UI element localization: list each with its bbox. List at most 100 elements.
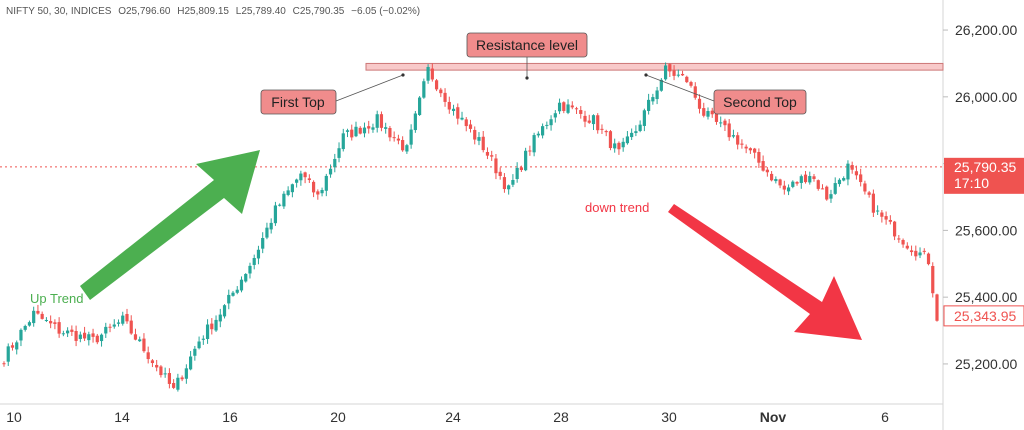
down-trend-arrow — [668, 204, 862, 340]
candle-down — [909, 250, 914, 253]
candle-up — [176, 377, 180, 390]
candle-down — [897, 238, 901, 240]
candle-down — [468, 124, 473, 129]
candle-down — [490, 155, 494, 157]
candle-up — [409, 129, 413, 145]
second-top-label-box[interactable] — [713, 89, 807, 115]
candle-down — [765, 169, 769, 173]
candle-up — [566, 104, 570, 113]
candle-down — [167, 373, 171, 384]
candle-down — [736, 135, 740, 145]
candle-up — [460, 117, 464, 120]
candle-up — [719, 122, 723, 124]
candle-up — [112, 324, 116, 327]
candle-down — [761, 161, 765, 171]
candle-up — [99, 334, 104, 342]
candle-down — [519, 167, 523, 171]
candle-up — [829, 194, 833, 199]
candle-down — [74, 331, 78, 341]
candle-up — [422, 81, 426, 98]
candle-up — [876, 210, 880, 212]
candle-down — [172, 383, 176, 388]
candles-group — [2, 62, 939, 392]
candle-up — [27, 322, 32, 326]
candle-up — [278, 204, 282, 206]
time-tick-label: 24 — [445, 409, 461, 425]
resistance-band — [365, 62, 944, 71]
last-price-tag — [943, 305, 1024, 327]
candle-up — [642, 110, 646, 126]
candle-up — [341, 133, 345, 150]
candle-down — [439, 89, 443, 94]
candle-down — [812, 176, 816, 179]
candle-down — [905, 245, 909, 249]
candle-up — [299, 173, 303, 181]
candle-down — [608, 131, 613, 149]
candle-up — [613, 143, 617, 149]
time-tick-label: 28 — [553, 409, 569, 425]
candle-down — [880, 212, 884, 217]
candle-up — [32, 310, 36, 324]
candle-down — [680, 73, 685, 76]
candle-up — [261, 238, 265, 249]
candle-down — [70, 329, 74, 332]
candle-up — [524, 150, 528, 171]
candle-down — [316, 191, 320, 195]
candle-down — [583, 115, 587, 122]
candle-down — [931, 266, 935, 294]
resistance-label: Resistance level — [476, 37, 578, 53]
price-tick-label: 26,200.00 — [955, 22, 1017, 38]
time-axis[interactable]: 10 14 16 20 24 28 30 Nov 6 — [6, 409, 889, 425]
current-price-tag — [944, 157, 1024, 194]
candle-up — [731, 135, 736, 137]
candle-up — [328, 168, 333, 175]
candle-down — [753, 148, 757, 153]
candle-down — [36, 310, 40, 314]
candle-down — [689, 82, 693, 86]
price-tick-label: 26,000.00 — [955, 89, 1017, 105]
candle-down — [888, 219, 892, 222]
countdown-tag-value: 17:10 — [954, 175, 989, 191]
second-top-point — [644, 73, 648, 77]
candle-down — [574, 108, 579, 110]
candle-down — [740, 143, 744, 145]
candle-up — [638, 124, 642, 131]
candle-down — [850, 165, 854, 170]
candle-up — [138, 339, 142, 342]
time-tick-label: 30 — [661, 409, 677, 425]
candle-down — [770, 173, 774, 181]
candle-up — [371, 127, 375, 130]
high-label: H — [177, 6, 184, 17]
candle-down — [778, 179, 782, 186]
candle-down — [443, 92, 447, 102]
close-label: C — [293, 6, 300, 17]
candle-up — [256, 249, 261, 259]
candle-up — [163, 373, 167, 375]
candle-up — [515, 167, 519, 180]
candle-up — [549, 119, 553, 126]
candle-up — [269, 222, 273, 230]
candle-down — [485, 151, 490, 156]
resistance-label-box[interactable] — [466, 32, 588, 58]
candle-down — [498, 171, 502, 176]
candle-up — [197, 341, 201, 349]
candle-up — [193, 348, 197, 356]
candle-down — [155, 364, 159, 368]
candle-down — [795, 182, 799, 184]
first-top-label-box[interactable] — [260, 89, 337, 115]
candle-down — [820, 188, 825, 190]
candle-up — [244, 274, 248, 282]
candle-down — [596, 115, 600, 131]
candle-up — [663, 65, 668, 80]
second-top-label: Second Top — [723, 94, 797, 110]
candle-up — [647, 99, 651, 111]
candle-down — [748, 148, 752, 151]
candle-down — [570, 105, 574, 108]
candle-down — [392, 137, 396, 139]
candle-down — [358, 127, 362, 134]
candle-up — [540, 126, 545, 136]
candle-up — [786, 187, 791, 192]
candle-up — [354, 126, 358, 137]
